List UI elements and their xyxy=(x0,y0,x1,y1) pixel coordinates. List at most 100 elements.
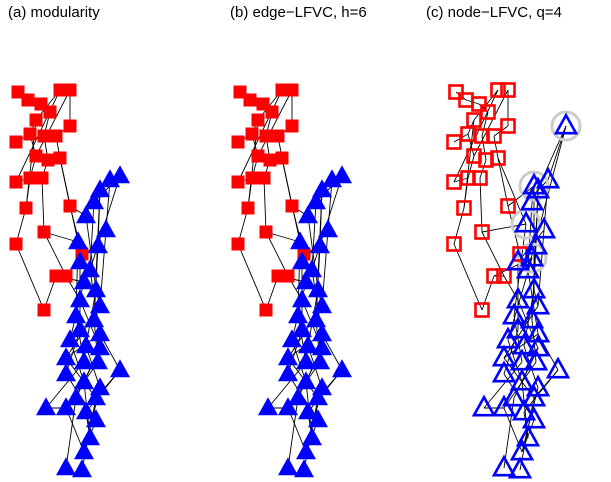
triangle-node xyxy=(501,302,527,325)
triangle-node xyxy=(509,368,535,391)
square-node xyxy=(29,149,43,163)
triangle-node xyxy=(292,289,312,308)
edge xyxy=(41,177,45,233)
square-node xyxy=(474,224,490,240)
triangle-node xyxy=(523,348,549,371)
edge xyxy=(463,119,475,209)
triangle-node xyxy=(535,166,561,189)
square-node xyxy=(500,82,516,98)
edge xyxy=(257,89,293,157)
triangle-node xyxy=(278,363,298,382)
triangle-node xyxy=(68,231,88,250)
edge xyxy=(503,333,539,359)
triangle-node xyxy=(70,251,90,270)
highlight-circle xyxy=(550,110,582,142)
triangle-node xyxy=(90,337,110,356)
triangle-node xyxy=(292,319,312,338)
triangle-node xyxy=(515,256,541,279)
triangle-node xyxy=(521,384,547,407)
triangle-node xyxy=(88,351,108,370)
edge xyxy=(547,125,567,181)
square-node xyxy=(245,127,259,141)
square-node xyxy=(231,135,245,149)
square-node xyxy=(257,171,271,185)
triangle-node xyxy=(74,351,94,370)
square-node xyxy=(43,105,57,119)
edge xyxy=(481,111,489,137)
square-node xyxy=(53,83,67,97)
edge xyxy=(479,159,487,179)
triangle-node xyxy=(509,438,535,461)
triangle-node xyxy=(312,323,332,342)
triangle-node xyxy=(80,259,100,278)
triangle-node xyxy=(292,251,312,270)
edge xyxy=(493,135,499,159)
square-node xyxy=(271,269,285,283)
edge xyxy=(455,91,467,101)
triangle-node xyxy=(322,169,342,188)
triangle-node xyxy=(298,335,318,354)
triangle-node xyxy=(296,371,316,390)
triangle-node xyxy=(86,279,106,298)
triangle-node xyxy=(90,323,110,342)
triangle-node xyxy=(296,351,316,370)
square-node xyxy=(233,85,247,99)
square-node xyxy=(471,96,487,112)
triangle-node xyxy=(318,219,338,238)
square-node xyxy=(285,199,299,213)
square-node xyxy=(456,200,472,216)
edge xyxy=(287,397,299,469)
triangle-node xyxy=(531,216,557,239)
triangle-node xyxy=(290,231,310,250)
triangle-node xyxy=(96,219,116,238)
triangle-node xyxy=(56,347,76,366)
square-node xyxy=(19,201,33,215)
triangle-node xyxy=(66,387,86,406)
edge xyxy=(311,201,317,271)
edge xyxy=(93,189,101,321)
triangle-node xyxy=(74,371,94,390)
edge xyxy=(89,201,95,271)
triangle-node xyxy=(90,179,110,198)
triangle-node xyxy=(302,259,322,278)
triangle-node xyxy=(56,397,76,416)
square-node xyxy=(265,105,279,119)
triangle-node xyxy=(308,409,328,428)
edge xyxy=(507,185,535,207)
square-node xyxy=(21,93,35,107)
square-node xyxy=(446,236,462,252)
square-node xyxy=(245,171,259,185)
triangle-node xyxy=(511,398,537,421)
triangle-node xyxy=(278,347,298,366)
square-node xyxy=(29,113,43,127)
triangle-node xyxy=(282,329,302,348)
edge xyxy=(497,157,527,225)
square-node xyxy=(11,85,25,99)
network-panel-a xyxy=(9,83,130,478)
triangle-node xyxy=(72,459,92,478)
network-panel-b xyxy=(231,83,352,478)
square-node xyxy=(23,127,37,141)
triangle-node xyxy=(491,360,517,383)
square-node xyxy=(480,104,496,120)
triangle-node xyxy=(76,401,96,420)
triangle-node xyxy=(310,235,330,254)
triangle-node xyxy=(521,276,547,299)
triangle-node xyxy=(505,316,531,339)
edge xyxy=(315,189,323,321)
edge xyxy=(35,89,71,157)
square-node xyxy=(263,153,277,167)
triangle-node xyxy=(86,409,106,428)
triangle-node xyxy=(519,306,545,329)
square-node xyxy=(35,171,49,185)
edge xyxy=(473,89,509,157)
triangle-node xyxy=(70,289,90,308)
triangle-node xyxy=(296,441,316,460)
triangle-node xyxy=(90,295,110,314)
panel-title-b: (b) edge−LFVC, h=6 xyxy=(230,4,367,21)
triangle-node xyxy=(306,309,326,328)
triangle-node xyxy=(74,441,94,460)
edge xyxy=(45,361,85,409)
square-node xyxy=(271,129,285,143)
